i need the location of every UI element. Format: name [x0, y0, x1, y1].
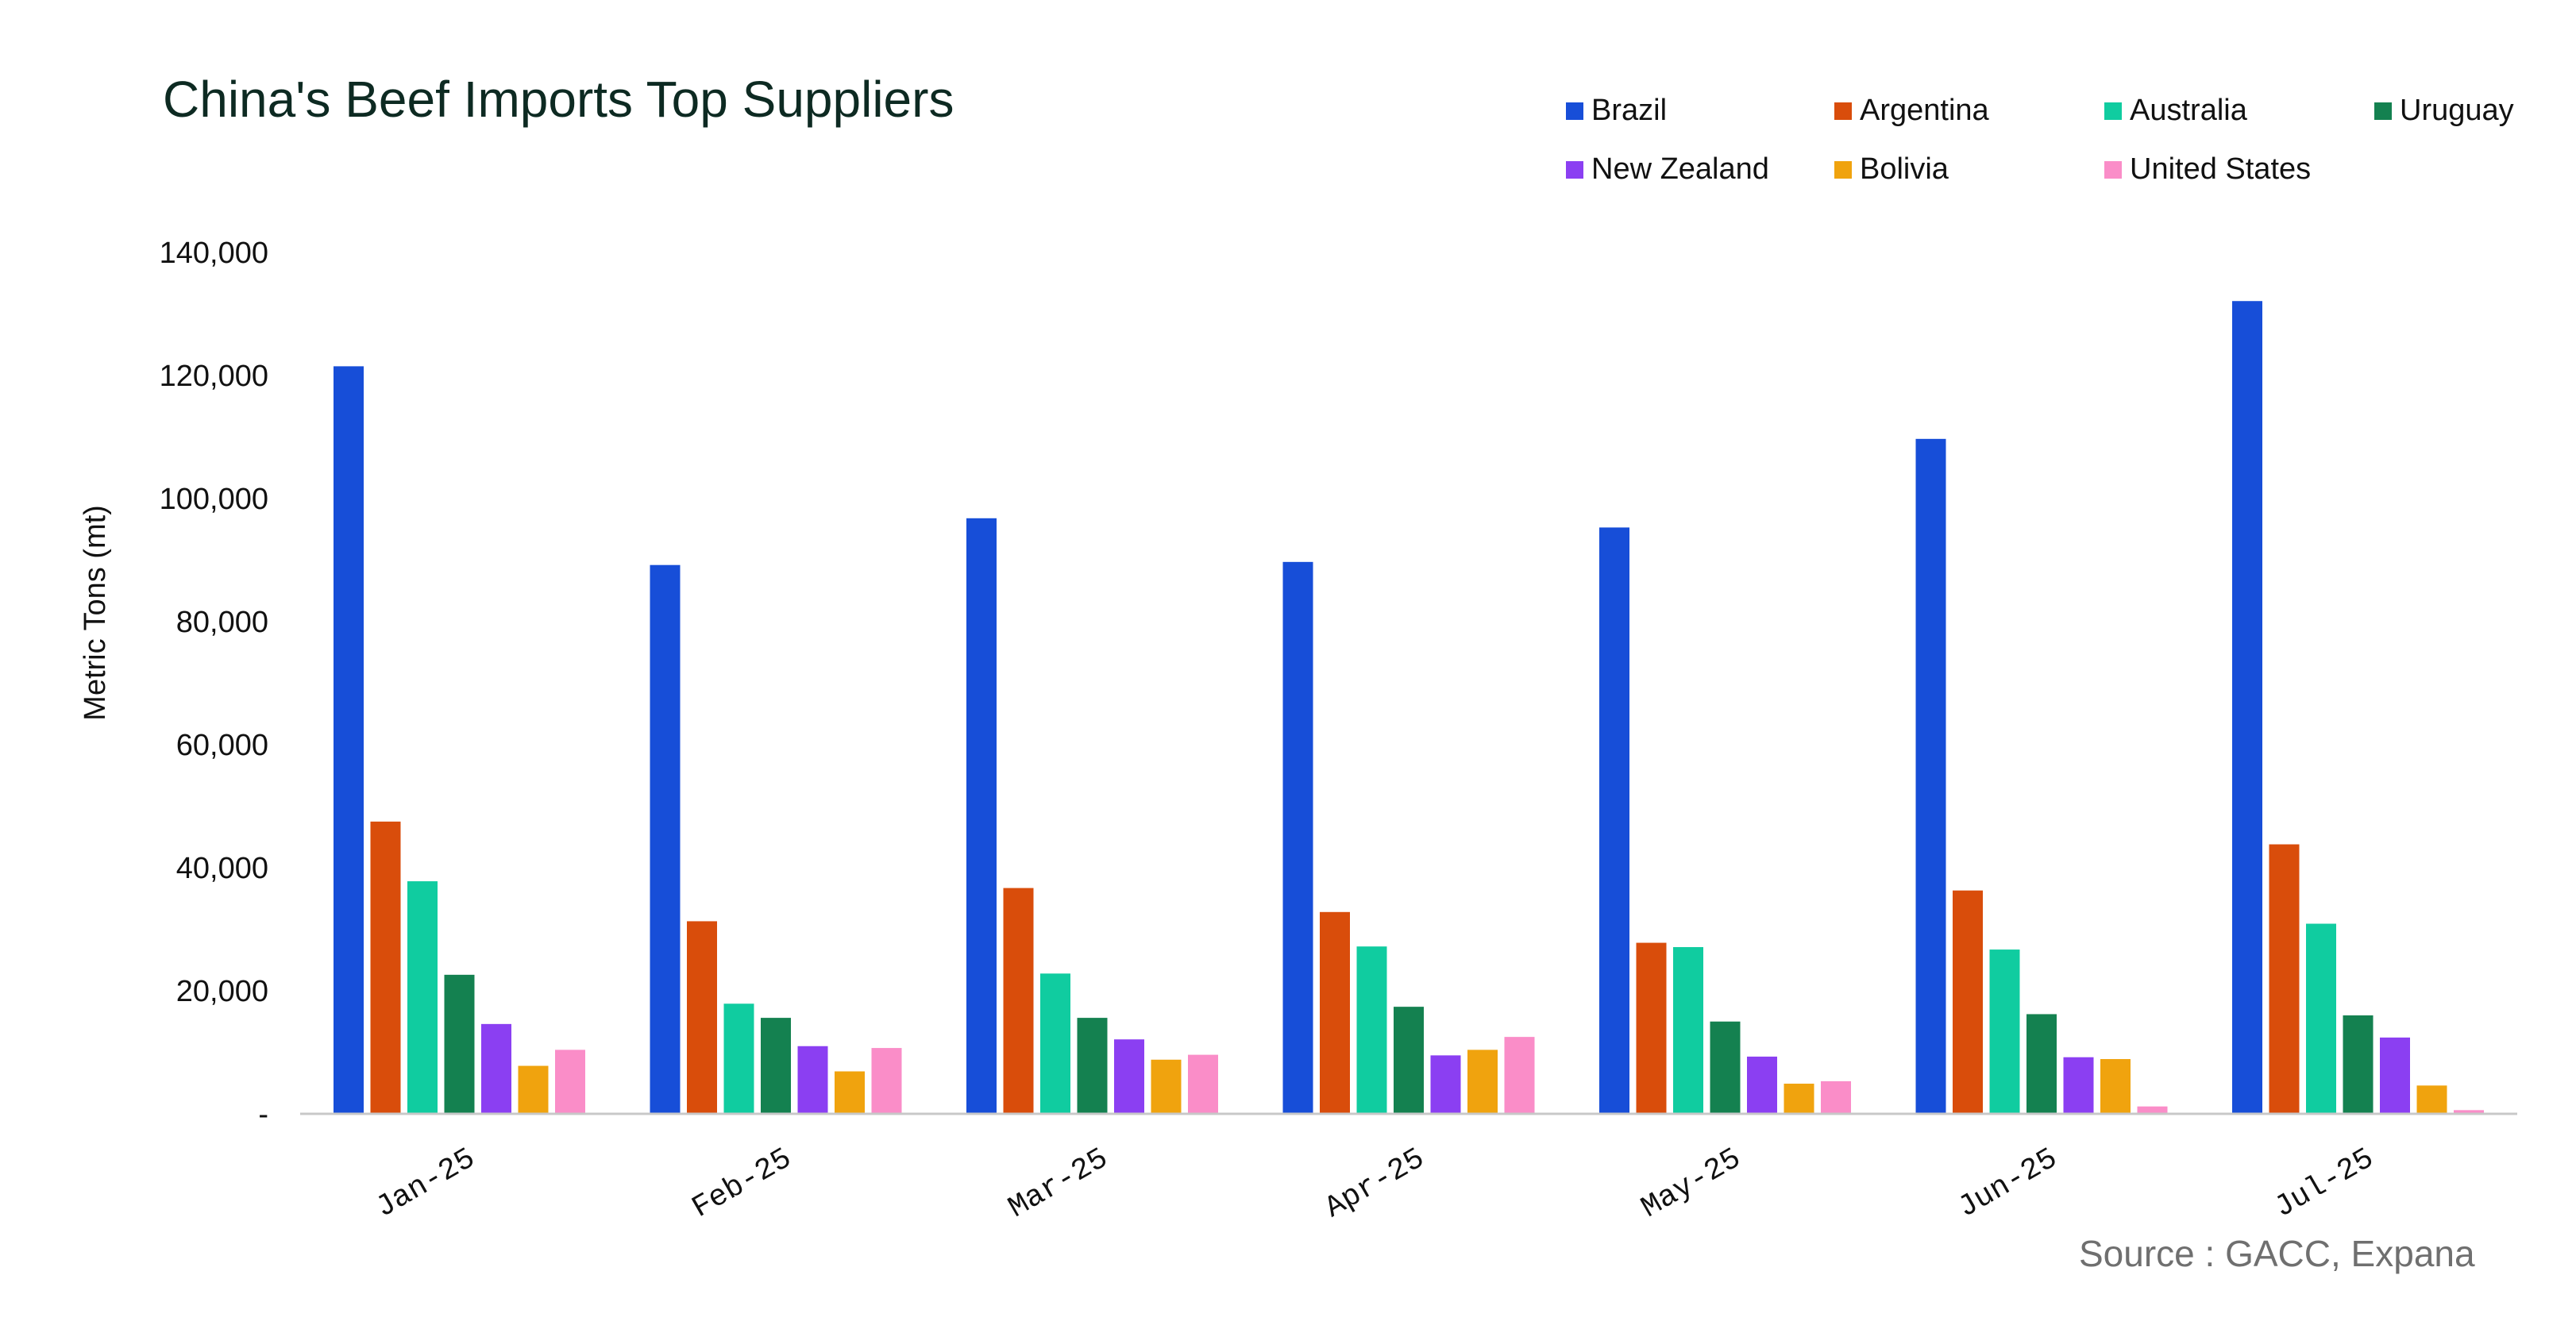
- bar-argentina-jun-25: [1953, 890, 1983, 1114]
- legend-item-brazil: Brazil: [1566, 94, 1667, 128]
- legend-item-bolivia: Bolivia: [1834, 152, 1949, 187]
- bar-uruguay-may-25: [1710, 1021, 1741, 1114]
- bar-australia-mar-25: [1040, 973, 1070, 1114]
- bar-new-zealand-may-25: [1747, 1056, 1777, 1114]
- bar-uruguay-feb-25: [761, 1018, 791, 1114]
- legend-item-uruguay: Uruguay: [2374, 94, 2514, 128]
- y-tick-label: 80,000: [176, 606, 268, 639]
- y-axis-title: Metric Tons (mt): [79, 505, 112, 721]
- bar-new-zealand-jun-25: [2063, 1057, 2094, 1114]
- bar-new-zealand-feb-25: [797, 1046, 828, 1114]
- bar-bolivia-feb-25: [835, 1071, 865, 1114]
- bar-united-states-jun-25: [2137, 1106, 2168, 1114]
- bar-australia-may-25: [1673, 946, 1703, 1114]
- bar-argentina-may-25: [1636, 942, 1667, 1114]
- bar-brazil-may-25: [1599, 527, 1629, 1114]
- legend-swatch: [1834, 160, 1852, 179]
- bar-uruguay-jul-25: [2343, 1015, 2374, 1114]
- y-tick-label: -: [258, 1098, 268, 1131]
- x-tick-label: Jun-25: [1953, 1142, 2064, 1226]
- bar-new-zealand-jul-25: [2380, 1037, 2410, 1114]
- y-tick-label: 140,000: [160, 237, 268, 270]
- x-tick-label: Feb-25: [687, 1142, 798, 1226]
- bar-united-states-apr-25: [1504, 1037, 1535, 1114]
- legend-label: Australia: [2130, 94, 2247, 127]
- legend-item-argentina: Argentina: [1834, 94, 1989, 128]
- bar-brazil-mar-25: [966, 518, 997, 1114]
- x-tick-label: Jul-25: [2269, 1142, 2380, 1226]
- legend: Brazil Argentina Australia Uruguay New Zeala…: [0, 0, 2576, 206]
- x-tick-label: May-25: [1636, 1142, 1747, 1226]
- bar-united-states-feb-25: [871, 1048, 902, 1114]
- bar-argentina-feb-25: [687, 921, 717, 1114]
- legend-label: Brazil: [1591, 94, 1668, 127]
- bar-bolivia-may-25: [1784, 1084, 1814, 1114]
- bar-bolivia-apr-25: [1467, 1050, 1498, 1114]
- bar-brazil-jan-25: [334, 366, 364, 1114]
- bar-australia-jan-25: [407, 881, 438, 1114]
- bar-argentina-jul-25: [2269, 844, 2300, 1114]
- bar-australia-apr-25: [1356, 946, 1387, 1114]
- bar-united-states-mar-25: [1188, 1054, 1218, 1114]
- bar-united-states-jul-25: [2454, 1110, 2484, 1114]
- bar-uruguay-jun-25: [2026, 1014, 2057, 1114]
- legend-swatch: [2104, 160, 2122, 179]
- bar-australia-feb-25: [723, 1003, 754, 1114]
- legend-swatch: [1834, 102, 1852, 120]
- legend-item-united-states: United States: [2104, 152, 2311, 187]
- bar-new-zealand-mar-25: [1114, 1039, 1144, 1114]
- bar-uruguay-jan-25: [444, 974, 475, 1114]
- y-tick-label: 60,000: [176, 729, 268, 762]
- bar-uruguay-mar-25: [1077, 1018, 1108, 1114]
- source-note: Source : GACC, Expana: [2079, 1233, 2475, 1274]
- bar-bolivia-mar-25: [1151, 1059, 1182, 1114]
- y-tick-label: 120,000: [160, 360, 268, 393]
- bar-brazil-jun-25: [1915, 438, 1946, 1114]
- legend-label: New Zealand: [1591, 152, 1769, 186]
- bar-bolivia-jun-25: [2100, 1059, 2131, 1114]
- legend-swatch: [2374, 102, 2392, 120]
- legend-label: Bolivia: [1860, 152, 1949, 186]
- y-tick-label: 40,000: [176, 852, 268, 885]
- bar-australia-jun-25: [1989, 949, 2020, 1114]
- legend-item-new-zealand: New Zealand: [1566, 152, 1769, 187]
- legend-item-australia: Australia: [2104, 94, 2247, 128]
- legend-swatch: [1566, 102, 1583, 120]
- legend-swatch: [2104, 102, 2122, 120]
- legend-label: Uruguay: [2400, 94, 2514, 127]
- bar-argentina-jan-25: [370, 821, 401, 1114]
- legend-swatch: [1566, 160, 1583, 179]
- bar-new-zealand-jan-25: [481, 1023, 511, 1114]
- x-axis-labels: Jan-25 Feb-25 Mar-25 Apr-25 May-25 Jun-25 Jul-…: [370, 1142, 2380, 1226]
- bar-new-zealand-apr-25: [1430, 1055, 1461, 1114]
- legend-label: Argentina: [1860, 94, 1989, 127]
- bars: [334, 301, 2484, 1115]
- x-tick-label: Mar-25: [1003, 1142, 1114, 1226]
- legend-label: United States: [2130, 152, 2312, 186]
- bar-united-states-jan-25: [555, 1050, 585, 1114]
- y-tick-label: 20,000: [176, 975, 268, 1008]
- bar-argentina-apr-25: [1320, 911, 1350, 1114]
- bar-bolivia-jul-25: [2416, 1085, 2447, 1114]
- y-axis-ticks: - 20,000 40,000 60,000 80,000 100,000 120,000 1…: [160, 237, 268, 1131]
- bar-brazil-apr-25: [1282, 561, 1313, 1114]
- x-tick-label: Apr-25: [1320, 1142, 1431, 1226]
- x-tick-label: Jan-25: [370, 1142, 481, 1226]
- bar-australia-jul-25: [2306, 923, 2336, 1114]
- chart-title: China's Beef Imports Top Suppliers: [163, 71, 954, 128]
- bar-brazil-jul-25: [2232, 301, 2262, 1115]
- bar-argentina-mar-25: [1003, 888, 1034, 1114]
- bar-brazil-feb-25: [650, 564, 681, 1114]
- y-tick-label: 100,000: [160, 483, 268, 516]
- bar-bolivia-jan-25: [518, 1065, 549, 1114]
- bar-united-states-may-25: [1821, 1080, 1851, 1114]
- bar-uruguay-apr-25: [1394, 1007, 1424, 1114]
